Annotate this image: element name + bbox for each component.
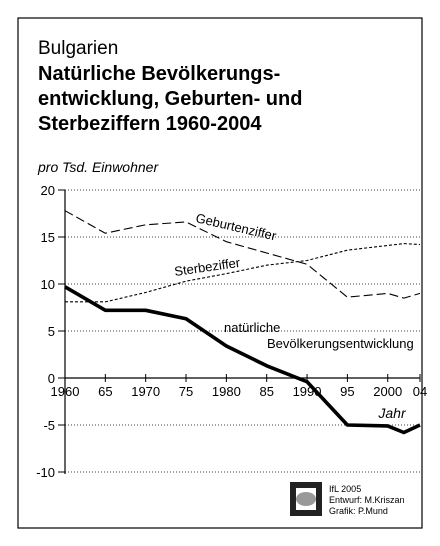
- y-tick-label: 15: [41, 230, 55, 245]
- y-tick-label: -10: [36, 465, 55, 480]
- y-tick-label: 0: [48, 371, 55, 386]
- x-tick-label: 1970: [131, 384, 160, 399]
- series-label: natürliche Bevölkerungsentwicklung: [224, 320, 414, 351]
- x-tick-label: 2000: [373, 384, 402, 399]
- y-tick-label: 5: [48, 324, 55, 339]
- x-tick-label: 75: [179, 384, 193, 399]
- x-tick-label: 04: [413, 384, 427, 399]
- series-line: [64, 285, 421, 435]
- y-tick-label: 10: [41, 277, 55, 292]
- series-line: [65, 243, 421, 303]
- x-tick-label: 1980: [212, 384, 241, 399]
- series-label-line: natürliche: [224, 320, 280, 335]
- x-tick-label: 95: [340, 384, 354, 399]
- chart-title: Sterbeziffern 1960-2004: [38, 113, 262, 135]
- x-axis-label: Jahr: [377, 405, 407, 421]
- y-axis-label: pro Tsd. Einwohner: [37, 159, 159, 175]
- y-tick-label: -5: [43, 418, 55, 433]
- x-tick-label: 65: [98, 384, 112, 399]
- series-line: [64, 210, 421, 299]
- series-label-line: Bevölkerungsentwicklung: [267, 336, 414, 351]
- x-tick-label: 1960: [51, 384, 80, 399]
- credit: Grafik: P.Mund: [329, 506, 388, 516]
- y-tick-label: 20: [41, 183, 55, 198]
- chart-title: entwicklung, Geburten- und: [38, 88, 302, 110]
- credit: IfL 2005: [329, 484, 361, 494]
- series-label: Sterbeziffer: [173, 255, 241, 279]
- chart-subtitle: Bulgarien: [38, 38, 118, 59]
- frame: [17, 17, 423, 529]
- series-label: Geburtenziffer: [194, 210, 278, 243]
- credit: Entwurf: M.Kriszan: [329, 495, 405, 505]
- logo: [290, 482, 322, 516]
- x-tick-label: 85: [259, 384, 273, 399]
- chart-title: Natürliche Bevölkerungs-: [38, 63, 280, 85]
